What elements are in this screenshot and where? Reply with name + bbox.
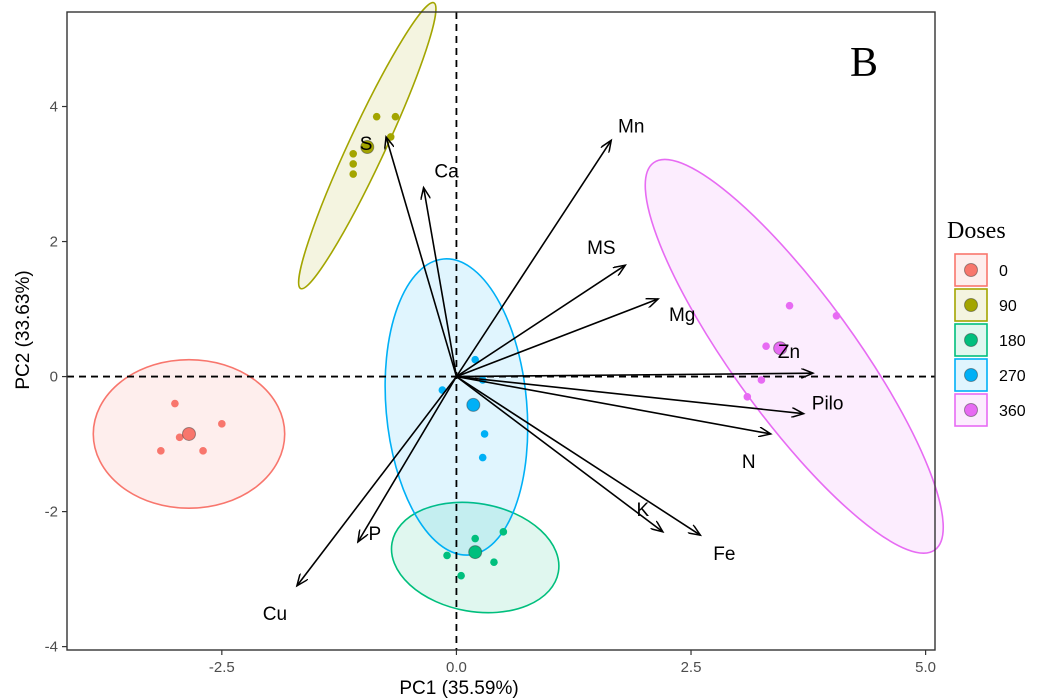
legend-label-270: 270 bbox=[999, 368, 1026, 385]
loading-arrow-zn bbox=[456, 373, 813, 376]
loading-label-s: S bbox=[360, 134, 373, 155]
legend-marker-270 bbox=[964, 368, 978, 382]
loading-labels: Mn Ca S MS Mg Zn Pilo N K Fe P Cu bbox=[263, 116, 844, 625]
point-dose-180 bbox=[490, 558, 498, 567]
point-dose-90 bbox=[349, 149, 358, 158]
point-dose-360 bbox=[832, 312, 841, 320]
loading-label-k: K bbox=[637, 500, 650, 521]
loading-label-zn: Zn bbox=[778, 342, 800, 363]
legend-label-90: 90 bbox=[999, 298, 1017, 315]
x-tick-label: 5.0 bbox=[915, 659, 936, 676]
y-tick-label: -4 bbox=[45, 639, 58, 656]
panel-border bbox=[66, 11, 936, 651]
loading-label-pilo: Pilo bbox=[812, 394, 844, 415]
y-tick-label: -2 bbox=[45, 504, 58, 521]
centroid-dose-180 bbox=[468, 545, 483, 560]
legend-key-90 bbox=[954, 288, 988, 322]
point-dose-360 bbox=[743, 393, 752, 401]
point-dose-90 bbox=[391, 112, 400, 121]
panel-background bbox=[67, 12, 935, 650]
loading-arrow-n bbox=[456, 375, 770, 434]
point-dose-360 bbox=[785, 301, 794, 310]
data-points bbox=[157, 112, 841, 580]
legend-label-180: 180 bbox=[999, 333, 1026, 350]
loading-arrow-ca bbox=[424, 188, 458, 377]
axes: -2.5 0.0 2.5 5.0 -4 -2 0 2 4 bbox=[45, 11, 936, 676]
legend: Doses 0 90 180 270 360 bbox=[947, 218, 1026, 427]
loading-label-mn: Mn bbox=[618, 116, 644, 137]
point-dose-180 bbox=[471, 534, 479, 543]
point-dose-90 bbox=[386, 133, 395, 141]
y-tick-label: 2 bbox=[50, 234, 58, 251]
legend-marker-360 bbox=[964, 403, 978, 417]
loading-label-n: N bbox=[742, 452, 756, 473]
loading-label-ms: MS bbox=[587, 238, 616, 259]
legend-label-360: 360 bbox=[999, 403, 1026, 420]
point-dose-90 bbox=[349, 160, 358, 168]
point-dose-360 bbox=[762, 342, 770, 350]
point-dose-270 bbox=[471, 355, 479, 364]
point-dose-180 bbox=[443, 551, 451, 560]
loading-arrow-k bbox=[455, 375, 662, 532]
legend-marker-90 bbox=[964, 298, 978, 312]
loading-arrow-mg bbox=[456, 299, 658, 378]
x-tick-label: 2.5 bbox=[681, 659, 702, 676]
loading-label-ca: Ca bbox=[434, 162, 459, 183]
loading-arrow-mn bbox=[455, 140, 611, 378]
loading-label-p: P bbox=[369, 524, 382, 545]
legend-marker-180 bbox=[964, 333, 978, 347]
point-dose-270 bbox=[478, 453, 487, 462]
point-dose-90 bbox=[349, 170, 358, 178]
x-axis-title: PC1 (35.59%) bbox=[399, 678, 518, 699]
loading-arrow-fe bbox=[455, 375, 700, 536]
legend-title: Doses bbox=[947, 218, 1006, 244]
point-dose-0 bbox=[171, 399, 179, 408]
point-dose-0 bbox=[175, 433, 184, 442]
legend-label-0: 0 bbox=[999, 263, 1008, 280]
loading-arrow-p bbox=[358, 376, 458, 542]
loading-label-fe: Fe bbox=[713, 544, 735, 565]
point-dose-180 bbox=[499, 528, 508, 536]
point-dose-90 bbox=[372, 112, 381, 121]
y-tick-label: 4 bbox=[50, 99, 58, 116]
y-axis-title: PC2 (33.63%) bbox=[13, 270, 34, 389]
loading-arrow-cu bbox=[297, 376, 458, 586]
point-dose-0 bbox=[199, 447, 207, 455]
x-tick-label: 0.0 bbox=[446, 659, 467, 676]
loading-arrow-pilo bbox=[456, 375, 803, 414]
loading-label-cu: Cu bbox=[263, 604, 287, 625]
centroid-dose-270 bbox=[466, 397, 481, 412]
point-dose-360 bbox=[757, 376, 766, 384]
y-tick-label: 0 bbox=[50, 369, 58, 386]
point-dose-270 bbox=[480, 430, 489, 438]
loading-arrow-ms bbox=[455, 265, 625, 378]
centroid-dose-360 bbox=[773, 341, 788, 356]
legend-key-270 bbox=[954, 358, 988, 392]
panel-label: B bbox=[850, 40, 878, 86]
point-dose-0 bbox=[157, 447, 165, 455]
centroid-dose-0 bbox=[181, 426, 196, 441]
point-dose-0 bbox=[218, 420, 226, 428]
plot-panel bbox=[67, 12, 935, 650]
legend-marker-0 bbox=[964, 263, 978, 277]
loading-arrow-s bbox=[386, 137, 458, 377]
centroid-dose-90 bbox=[360, 140, 375, 155]
x-tick-label: -2.5 bbox=[209, 659, 235, 676]
point-dose-180 bbox=[457, 571, 465, 580]
loading-label-mg: Mg bbox=[669, 305, 695, 326]
loading-arrows bbox=[297, 137, 813, 586]
